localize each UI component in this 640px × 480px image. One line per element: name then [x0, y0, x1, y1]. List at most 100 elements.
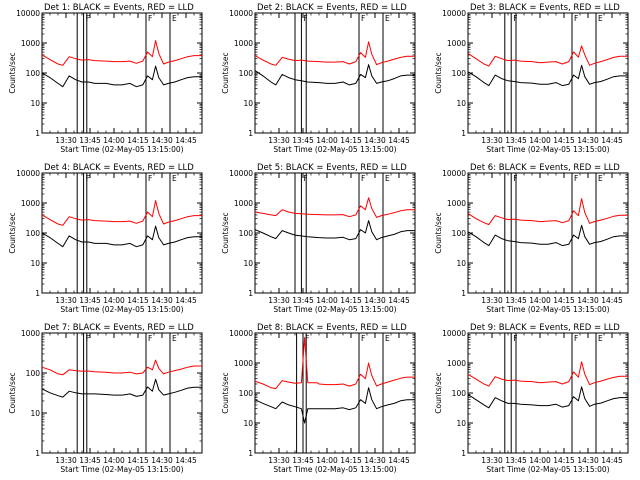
y-tick-label: 1 [248, 129, 253, 138]
event-marker-label: F [574, 334, 578, 343]
event-marker-label: F [148, 334, 152, 343]
event-marker-label: E [385, 14, 390, 23]
x-tick-label: 14:30 [151, 136, 173, 145]
y-tick-label: 10 [30, 259, 40, 268]
plot-frame [41, 12, 203, 134]
x-tick-label: 14:30 [577, 136, 599, 145]
x-tick-label: 14:45 [175, 296, 197, 305]
plot-frame [254, 12, 416, 134]
series-line-events [41, 225, 202, 248]
x-tick-label: 14:30 [364, 296, 386, 305]
x-axis-label: Start Time (02-May-05 13:15:00) [60, 305, 183, 314]
x-tick-label: 13:30 [481, 296, 503, 305]
x-tick-label: 14:30 [151, 456, 173, 465]
x-tick-label: 13:45 [292, 296, 314, 305]
x-tick-label: 13:45 [79, 456, 101, 465]
y-tick-label: 100 [239, 229, 254, 238]
plot-frame [254, 332, 416, 454]
event-marker-label: E [172, 174, 177, 183]
x-tick-label: 14:30 [577, 296, 599, 305]
x-tick-label: 14:15 [553, 296, 575, 305]
y-tick-label: 10 [243, 259, 253, 268]
x-axis-label: Start Time (02-May-05 13:15:00) [60, 465, 183, 474]
plot-frame [467, 12, 629, 134]
event-marker-label: F [148, 14, 152, 23]
chart-panel-3: Det 3: BLACK = Events, RED = LLD 1 10 100 10… [434, 3, 629, 154]
x-tick-label: 13:30 [268, 136, 290, 145]
y-tick-label: 1 [461, 129, 466, 138]
event-marker-label: F [86, 334, 90, 343]
series-line-lld [41, 359, 202, 376]
x-tick-label: 14:00 [316, 296, 338, 305]
x-tick-label: 13:30 [268, 456, 290, 465]
y-axis-label: Counts/sec [8, 52, 17, 93]
x-tick-label: 14:00 [103, 456, 125, 465]
x-tick-label: 13:45 [79, 136, 101, 145]
y-tick-label: 10 [30, 409, 40, 418]
x-tick-label: 14:00 [529, 136, 551, 145]
y-tick-label: 1000 [234, 39, 253, 48]
x-tick-label: 14:00 [529, 296, 551, 305]
event-marker-label: E [598, 334, 603, 343]
y-tick-label: 10000 [442, 9, 466, 18]
y-tick-label: 100 [452, 389, 467, 398]
chart-panel-2: Det 2: BLACK = Events, RED = LLD 1 10 100 10… [221, 3, 416, 154]
series-line-events [467, 64, 628, 87]
y-tick-label: 100 [26, 69, 41, 78]
event-marker-label: E [598, 14, 603, 23]
chart-panel-4: Det 4: BLACK = Events, RED = LLD 1 10 100 10… [8, 163, 203, 314]
y-tick-label: 10000 [442, 169, 466, 178]
y-tick-label: 10000 [229, 169, 253, 178]
x-tick-label: 14:00 [103, 136, 125, 145]
x-tick-label: 14:30 [151, 296, 173, 305]
series-line-events [41, 65, 202, 88]
y-tick-label: 10 [456, 259, 466, 268]
x-tick-label: 14:15 [340, 136, 362, 145]
x-tick-label: 14:45 [601, 296, 623, 305]
y-tick-label: 10000 [442, 329, 466, 338]
x-axis-label: Start Time (02-May-05 13:15:00) [486, 465, 609, 474]
y-tick-label: 1000 [21, 329, 40, 338]
x-tick-label: 14:45 [388, 296, 410, 305]
series-line-events [254, 387, 415, 424]
y-tick-label: 1 [35, 289, 40, 298]
x-tick-label: 14:30 [364, 136, 386, 145]
x-axis-label: Start Time (02-May-05 13:15:00) [273, 145, 396, 154]
x-tick-label: 14:30 [577, 456, 599, 465]
y-tick-label: 1000 [234, 359, 253, 368]
event-marker-label: E [385, 174, 390, 183]
y-tick-label: 1 [35, 129, 40, 138]
x-tick-label: 14:45 [601, 456, 623, 465]
event-marker-label: E [598, 174, 603, 183]
series-line-lld [254, 337, 415, 390]
y-tick-label: 100 [239, 389, 254, 398]
plot-frame [467, 332, 629, 454]
chart-title: Det 6: BLACK = Events, RED = LLD [470, 163, 620, 173]
y-axis-label: Counts/sec [434, 52, 443, 93]
chart-panel-7: Det 7: BLACK = Events, RED = LLD 1 10 100 10… [8, 323, 203, 474]
x-tick-label: 13:30 [268, 296, 290, 305]
y-tick-label: 100 [452, 229, 467, 238]
y-tick-label: 1 [461, 289, 466, 298]
chart-title: Det 3: BLACK = Events, RED = LLD [470, 3, 620, 13]
x-axis-label: Start Time (02-May-05 13:15:00) [486, 145, 609, 154]
y-tick-label: 1 [248, 289, 253, 298]
x-axis-label: Start Time (02-May-05 13:15:00) [486, 305, 609, 314]
event-marker-label: F [303, 14, 307, 23]
y-axis-label: Counts/sec [8, 372, 17, 413]
event-marker-label: E [385, 334, 390, 343]
series-line-lld [254, 41, 415, 66]
chart-title: Det 9: BLACK = Events, RED = LLD [470, 323, 620, 333]
series-line-events [254, 64, 415, 86]
event-marker-label: F [513, 14, 517, 23]
y-axis-label: Counts/sec [221, 372, 230, 413]
y-axis-label: Counts/sec [434, 212, 443, 253]
x-tick-label: 14:00 [103, 296, 125, 305]
event-marker-label: F [513, 334, 517, 343]
x-axis-label: Start Time (02-May-05 13:15:00) [60, 145, 183, 154]
series-line-lld [41, 40, 202, 66]
x-tick-label: 14:45 [388, 456, 410, 465]
y-tick-label: 1000 [447, 359, 466, 368]
event-marker-label: F [148, 174, 152, 183]
